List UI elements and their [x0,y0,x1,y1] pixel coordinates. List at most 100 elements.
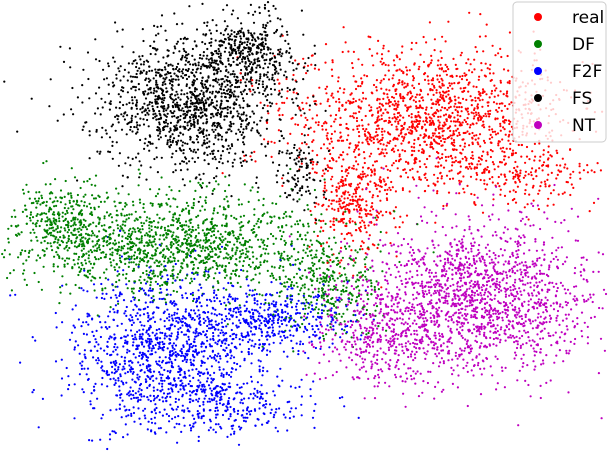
scatter-point-f2f [116,285,119,288]
scatter-point-df [56,225,59,228]
scatter-point-real [313,130,316,133]
scatter-point-real [344,183,348,186]
scatter-point-fs [217,149,220,153]
scatter-point-real [374,135,377,138]
scatter-point-real [347,191,350,194]
scatter-point-df [311,274,315,277]
scatter-point-real [499,122,502,125]
scatter-point-fs [314,64,317,67]
scatter-point-real [418,144,422,147]
scatter-point-real [508,80,511,83]
scatter-point-df [45,224,49,227]
scatter-point-f2f [161,331,164,335]
scatter-point-f2f [188,390,191,393]
scatter-point-df [133,257,136,261]
scatter-point-df [350,336,353,339]
scatter-point-real [308,245,311,248]
scatter-point-df [271,274,274,277]
scatter-point-df [126,287,129,290]
scatter-point-f2f [125,408,128,411]
scatter-point-real [329,166,332,169]
scatter-point-df [146,261,149,264]
scatter-point-f2f [188,345,191,349]
scatter-point-real [325,122,328,125]
scatter-point-df [45,230,48,233]
scatter-point-df [87,269,90,272]
scatter-point-df [322,275,325,278]
scatter-point-nt [517,311,520,314]
scatter-point-df [154,231,157,234]
scatter-point-f2f [154,403,157,406]
scatter-point-nt [545,354,548,357]
scatter-point-real [439,86,442,89]
scatter-point-df [222,239,225,242]
scatter-point-df [12,269,15,272]
scatter-point-real [564,163,567,166]
scatter-point-f2f [161,373,164,376]
scatter-point-f2f [136,373,139,376]
scatter-point-real [454,156,457,159]
scatter-point-real [448,177,452,181]
scatter-point-real [427,65,430,68]
scatter-point-df [278,276,281,279]
scatter-point-f2f [136,318,139,321]
scatter-point-fs [193,40,196,43]
scatter-point-f2f [168,420,171,423]
scatter-point-f2f [31,391,34,394]
scatter-point-df [334,241,337,244]
scatter-point-f2f [73,348,76,351]
scatter-point-real [300,132,303,136]
scatter-point-nt [466,404,469,408]
scatter-point-f2f [110,336,113,339]
scatter-point-real [355,204,358,207]
scatter-point-f2f [140,324,143,327]
scatter-point-nt [437,381,440,384]
scatter-point-real [413,126,416,129]
scatter-point-real [409,169,412,172]
scatter-point-real [326,137,329,140]
scatter-point-df [346,308,349,311]
scatter-point-real [445,95,448,98]
scatter-point-df [61,257,64,260]
scatter-point-df [281,257,285,260]
scatter-point-real [502,115,505,118]
scatter-point-df [174,198,177,201]
scatter-point-nt [366,302,369,305]
scatter-point-f2f [197,435,200,438]
scatter-point-real [452,139,456,142]
scatter-point-real [452,143,455,147]
scatter-point-df [113,243,116,246]
scatter-point-nt [446,302,449,305]
scatter-point-f2f [218,402,222,405]
scatter-point-f2f [131,378,134,381]
scatter-point-real [471,141,474,144]
scatter-point-df [214,272,217,275]
scatter-point-nt [458,240,461,243]
scatter-point-df [106,240,109,243]
scatter-point-f2f [170,314,173,317]
scatter-point-df [248,293,251,296]
scatter-point-f2f [81,360,84,363]
scatter-point-nt [385,339,388,342]
scatter-point-df [124,224,127,227]
scatter-point-df [366,293,369,296]
scatter-point-df [78,266,81,269]
scatter-point-f2f [174,317,177,320]
scatter-point-df [138,247,141,250]
scatter-point-df [146,234,149,237]
scatter-point-real [333,208,336,211]
scatter-point-df [328,256,331,259]
scatter-point-df [169,243,172,246]
scatter-point-df [285,224,288,227]
scatter-point-fs [303,209,306,212]
scatter-point-f2f [188,424,192,427]
scatter-point-real [386,96,389,99]
scatter-point-df [239,250,242,253]
scatter-point-real [398,58,401,61]
scatter-point-real [342,211,345,214]
scatter-point-nt [534,365,537,368]
scatter-point-fs [122,103,125,107]
scatter-point-f2f [106,447,109,451]
scatter-point-real [496,110,499,113]
scatter-point-f2f [170,360,173,363]
